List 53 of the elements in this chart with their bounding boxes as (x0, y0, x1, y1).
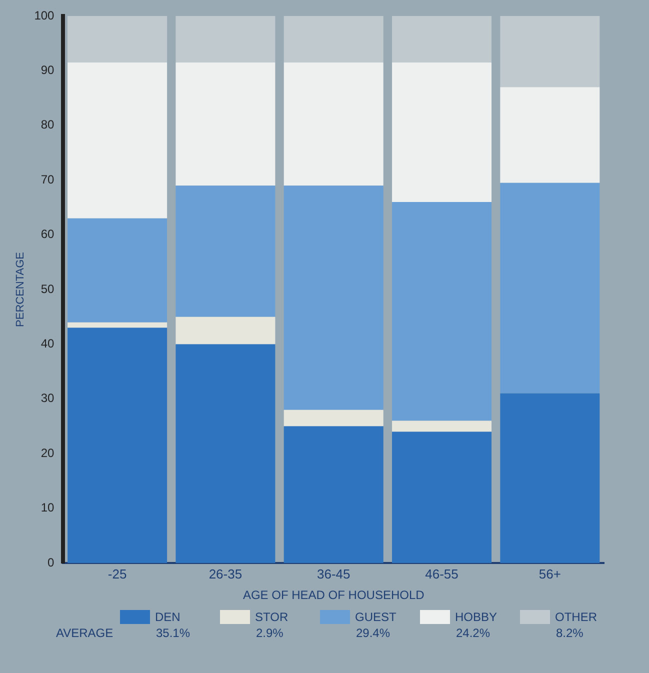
bar (392, 202, 492, 421)
y-tick-label: 30 (40, 391, 55, 406)
y-tick-label: 90 (40, 63, 55, 78)
bar (176, 344, 276, 563)
bar (500, 393, 600, 563)
bar (176, 62, 276, 186)
bar (284, 62, 384, 186)
bar (68, 322, 168, 328)
y-tick-label: 10 (40, 500, 55, 515)
bar (284, 186, 384, 410)
bar (284, 410, 384, 426)
bar (68, 62, 168, 218)
y-tick-label: 50 (40, 282, 55, 296)
text: 2.9% (255, 626, 284, 640)
bar (284, 426, 384, 563)
text: 24.2% (455, 626, 492, 640)
x-tick-label: 36-45 (316, 566, 350, 582)
text: 35.1% (155, 626, 192, 640)
legend-label: HOBBY (455, 610, 498, 624)
y-tick-label: 40 (40, 336, 55, 351)
bar (392, 62, 492, 202)
bar (68, 218, 168, 322)
x-axis-title: AGE OF HEAD OF HOUSEHOLD (242, 588, 425, 602)
y-axis-title: PERCENTAGE (14, 252, 27, 327)
y-tick-label: 100 (34, 8, 55, 22)
bar (68, 16, 168, 62)
bar (392, 16, 492, 62)
x-tick-label: -25 (108, 566, 127, 582)
legend-label: GUEST (355, 610, 396, 624)
legend-label: STOR (255, 610, 288, 624)
text: 29.4% (355, 626, 392, 640)
legend-label: DEN (155, 610, 180, 624)
y-tick-label: 80 (40, 118, 55, 132)
y-tick-label: 20 (40, 446, 55, 460)
text: 8.2% (555, 626, 584, 640)
x-tick-label: 46-55 (425, 566, 458, 582)
bar (392, 420, 492, 432)
bar (392, 432, 492, 563)
bar (500, 16, 600, 88)
bar (176, 316, 276, 344)
x-tick-label: 26-35 (208, 566, 242, 582)
y-tick-label: 60 (40, 227, 55, 242)
y-tick-label: 70 (40, 172, 55, 186)
legend-label: OTHER (555, 610, 597, 624)
bar (500, 182, 600, 394)
bar (68, 328, 168, 563)
text: AVERAGE (55, 626, 114, 640)
bar (176, 186, 276, 317)
x-tick-label: 56+ (538, 566, 561, 582)
bar (284, 16, 384, 62)
bar (176, 16, 276, 62)
y-tick-label: 0 (48, 555, 55, 570)
bar (500, 87, 600, 183)
